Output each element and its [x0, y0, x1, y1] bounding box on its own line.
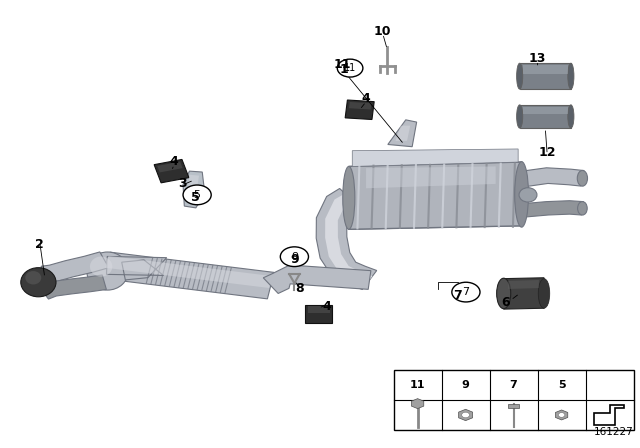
- Polygon shape: [520, 168, 584, 187]
- Polygon shape: [316, 189, 377, 289]
- Text: 4: 4: [362, 92, 371, 105]
- Polygon shape: [459, 409, 472, 421]
- Polygon shape: [349, 102, 371, 109]
- Text: 7: 7: [453, 289, 462, 302]
- Circle shape: [461, 412, 470, 418]
- Polygon shape: [412, 399, 424, 409]
- Polygon shape: [308, 306, 330, 313]
- Polygon shape: [349, 162, 522, 229]
- Circle shape: [337, 59, 363, 77]
- Text: 11: 11: [333, 58, 351, 72]
- Polygon shape: [523, 65, 568, 73]
- Text: 9: 9: [290, 253, 299, 267]
- Text: 5: 5: [194, 190, 200, 200]
- Polygon shape: [263, 265, 371, 293]
- Circle shape: [183, 185, 211, 205]
- Polygon shape: [157, 162, 182, 172]
- Text: 7: 7: [509, 380, 518, 390]
- Text: 12: 12: [538, 146, 556, 159]
- Polygon shape: [556, 410, 568, 420]
- Text: 8: 8: [295, 282, 304, 296]
- Polygon shape: [520, 63, 571, 89]
- Text: 4: 4: [322, 300, 331, 314]
- Ellipse shape: [87, 252, 129, 290]
- Polygon shape: [325, 194, 372, 284]
- Ellipse shape: [90, 256, 113, 277]
- Polygon shape: [104, 252, 274, 299]
- Text: 11: 11: [410, 380, 426, 390]
- Text: 3: 3: [178, 177, 187, 190]
- Polygon shape: [106, 256, 272, 288]
- Ellipse shape: [343, 167, 355, 229]
- Ellipse shape: [515, 162, 529, 227]
- Polygon shape: [38, 275, 106, 299]
- Polygon shape: [508, 280, 539, 289]
- Polygon shape: [305, 305, 332, 323]
- Ellipse shape: [568, 105, 574, 128]
- Polygon shape: [388, 120, 417, 147]
- Polygon shape: [504, 278, 544, 309]
- Ellipse shape: [568, 63, 574, 89]
- Ellipse shape: [516, 105, 523, 128]
- Ellipse shape: [516, 63, 523, 89]
- Ellipse shape: [497, 278, 511, 309]
- Ellipse shape: [519, 188, 537, 202]
- Polygon shape: [458, 284, 470, 288]
- Polygon shape: [366, 167, 496, 188]
- Text: 6: 6: [501, 296, 510, 309]
- Polygon shape: [154, 159, 189, 183]
- Text: 2: 2: [35, 237, 44, 251]
- Polygon shape: [508, 404, 520, 408]
- Circle shape: [452, 282, 480, 302]
- Text: 13: 13: [529, 52, 547, 65]
- Polygon shape: [520, 201, 583, 217]
- Text: 11: 11: [344, 63, 356, 73]
- FancyBboxPatch shape: [394, 370, 634, 430]
- Polygon shape: [396, 125, 410, 141]
- Polygon shape: [183, 171, 205, 208]
- Text: 9: 9: [461, 380, 470, 390]
- Polygon shape: [106, 256, 166, 280]
- Polygon shape: [345, 100, 374, 120]
- Polygon shape: [520, 105, 571, 128]
- Ellipse shape: [578, 202, 588, 215]
- Ellipse shape: [577, 171, 588, 186]
- Text: 5: 5: [558, 380, 565, 390]
- Ellipse shape: [21, 268, 56, 297]
- Text: 4: 4: [170, 155, 179, 168]
- Circle shape: [280, 247, 308, 267]
- Polygon shape: [523, 107, 568, 114]
- Text: 161227: 161227: [594, 427, 634, 437]
- Text: 5: 5: [191, 190, 200, 204]
- Text: 9: 9: [291, 252, 298, 262]
- Polygon shape: [349, 162, 522, 229]
- Polygon shape: [352, 149, 518, 167]
- Polygon shape: [41, 252, 109, 283]
- Circle shape: [558, 413, 565, 417]
- Text: 10: 10: [374, 25, 392, 38]
- Ellipse shape: [26, 271, 42, 284]
- Text: 1: 1: [340, 63, 349, 76]
- Text: 7: 7: [462, 287, 470, 297]
- Ellipse shape: [538, 279, 550, 308]
- Polygon shape: [188, 175, 199, 188]
